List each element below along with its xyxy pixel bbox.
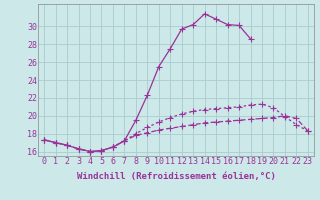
X-axis label: Windchill (Refroidissement éolien,°C): Windchill (Refroidissement éolien,°C) [76,172,276,181]
